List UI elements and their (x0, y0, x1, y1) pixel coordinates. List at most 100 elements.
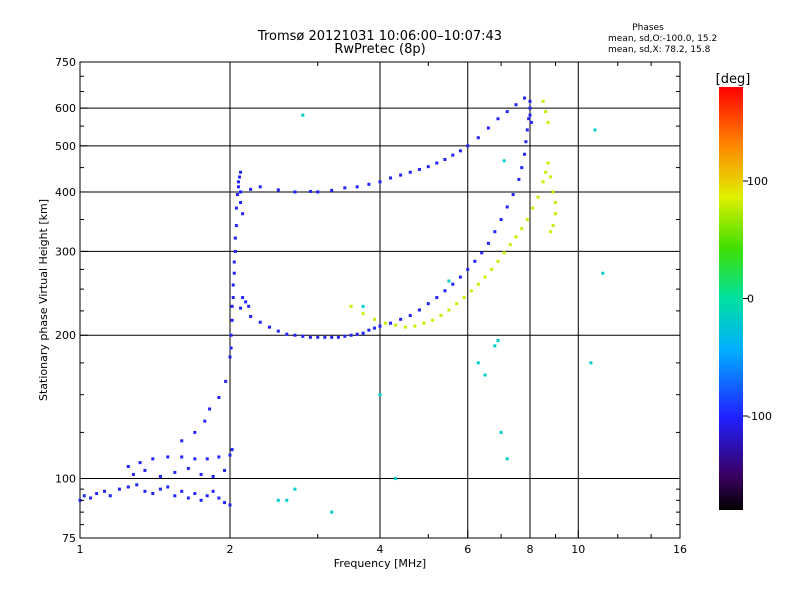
colorbar-gradient (719, 87, 743, 510)
data-point (378, 180, 382, 184)
data-point (217, 455, 221, 459)
data-point (301, 334, 305, 338)
data-point (473, 259, 477, 263)
data-point (236, 185, 240, 189)
data-point (233, 236, 237, 240)
data-point (232, 271, 236, 275)
data-point (241, 296, 245, 300)
data-point (389, 176, 393, 180)
data-point (158, 487, 162, 491)
data-point (486, 241, 490, 245)
chart-title: Tromsø 20121031 10:06:00–10:07:43 (257, 29, 502, 44)
data-point (551, 224, 555, 228)
data-point (158, 474, 162, 478)
data-point (180, 489, 184, 493)
data-point (361, 331, 365, 335)
data-point (276, 498, 280, 502)
data-point (361, 312, 365, 316)
data-point (408, 170, 412, 174)
data-point (258, 185, 262, 189)
data-point (108, 494, 112, 498)
y-tick-label: 75 (62, 532, 76, 545)
data-point (528, 106, 532, 110)
data-point (349, 304, 353, 308)
data-point (143, 489, 147, 493)
data-point (232, 260, 236, 264)
colorbar-tick-label: 100 (747, 175, 768, 188)
data-point (399, 173, 403, 177)
data-point (308, 189, 312, 193)
data-point (244, 300, 248, 304)
data-point (505, 457, 509, 461)
data-point (367, 182, 371, 186)
x-tick-label: 1 (77, 543, 84, 556)
data-point (193, 492, 197, 496)
data-point (228, 503, 232, 507)
data-point (541, 180, 545, 184)
data-point (528, 99, 532, 103)
data-point (143, 468, 147, 472)
data-point (249, 314, 253, 318)
data-point (520, 166, 524, 170)
data-point (496, 338, 500, 342)
data-point (180, 439, 184, 443)
data-point (186, 466, 190, 470)
data-point (378, 393, 382, 397)
data-point (230, 304, 234, 308)
data-point (235, 193, 239, 197)
data-point (211, 489, 215, 493)
data-point (426, 165, 430, 169)
data-point (186, 496, 190, 500)
data-point (238, 175, 242, 179)
data-point (525, 218, 529, 222)
data-point (505, 205, 509, 209)
data-point (528, 113, 532, 117)
data-point (511, 193, 515, 197)
phases-x-mode-stats: mean, sd,X: 78.2, 15.8 (608, 45, 711, 55)
data-point (408, 314, 412, 318)
data-point (403, 325, 407, 329)
data-point (483, 373, 487, 377)
data-point (217, 395, 221, 399)
data-point (541, 99, 545, 103)
data-point (316, 190, 320, 194)
data-point (211, 474, 215, 478)
data-point (601, 271, 605, 275)
data-point (458, 149, 462, 153)
data-point (466, 144, 470, 148)
data-point (234, 206, 238, 210)
data-point (330, 188, 334, 192)
data-point (117, 487, 121, 491)
data-point (544, 110, 548, 114)
data-point (439, 314, 443, 318)
data-point (330, 335, 334, 339)
data-point (228, 355, 232, 359)
data-point (349, 333, 353, 337)
data-point (373, 317, 377, 321)
data-point (549, 175, 553, 179)
data-point (443, 157, 447, 161)
data-point (228, 453, 232, 457)
data-point (239, 170, 243, 174)
data-point (267, 325, 271, 329)
data-point (476, 136, 480, 140)
data-point (95, 492, 99, 496)
data-point (343, 186, 347, 190)
data-point (431, 318, 435, 322)
data-point (502, 251, 506, 255)
x-tick-label: 8 (527, 543, 534, 556)
data-point (447, 308, 451, 312)
data-point (241, 212, 245, 216)
phases-legend: Phases mean, sd,O:-100.0, 15.2 mean, sd,… (608, 23, 717, 55)
data-point (230, 448, 234, 452)
y-tick-label: 750 (55, 56, 76, 69)
data-point (529, 120, 533, 124)
data-point (367, 328, 371, 332)
data-point (520, 227, 524, 231)
data-point (447, 279, 451, 283)
data-points (78, 96, 605, 514)
data-point (293, 190, 297, 194)
phases-o-mode-stats: mean, sd,O:-100.0, 15.2 (608, 34, 717, 44)
data-point (417, 167, 421, 171)
